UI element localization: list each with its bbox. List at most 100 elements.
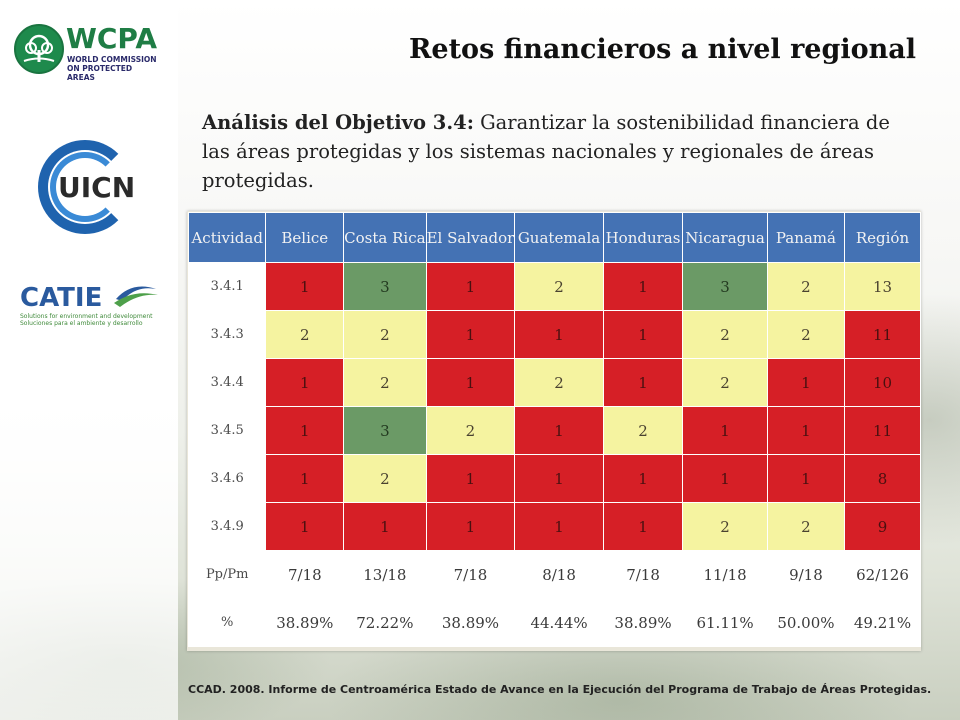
table-cell: 7/18 bbox=[425, 550, 516, 599]
column-header: El Salvador bbox=[425, 212, 516, 263]
table-cell: 61.11% bbox=[682, 598, 768, 647]
table-header-row: Actividad Belice Costa Rica El Salvador Guat… bbox=[187, 212, 921, 263]
catie-name: CATIE bbox=[20, 283, 103, 313]
table-cell: 2 bbox=[343, 358, 427, 407]
table-cell: 2 bbox=[766, 310, 846, 359]
swoosh-icon bbox=[114, 286, 158, 307]
table-cell: 1 bbox=[602, 502, 684, 551]
table-cell: 1 bbox=[514, 406, 604, 455]
results-table: Actividad Belice Costa Rica El Salvador Guat… bbox=[187, 212, 921, 647]
table-cell: 50.00% bbox=[766, 598, 846, 647]
table-cell: 13/18 bbox=[343, 550, 427, 599]
objective-description: Análisis del Objetivo 3.4: Garantizar la… bbox=[202, 108, 922, 195]
table-cell: 11 bbox=[844, 406, 921, 455]
table-cell: 11/18 bbox=[682, 550, 768, 599]
table-cell: 1 bbox=[602, 358, 684, 407]
table-cell: 8/18 bbox=[514, 550, 604, 599]
uicn-logo: UICN bbox=[38, 140, 148, 234]
table-cell: 2 bbox=[514, 358, 604, 407]
table-row: Pp/Pm 7/18 13/18 7/18 8/18 7/18 11/18 9/18 62/12… bbox=[187, 550, 921, 599]
table-cell: 1 bbox=[425, 310, 516, 359]
table-cell: 38.89% bbox=[602, 598, 684, 647]
objective-text: Garantizar la sostenibilidad financiera … bbox=[202, 111, 890, 192]
results-table-panel: Actividad Belice Costa Rica El Salvador Guat… bbox=[187, 211, 921, 651]
activity-label: 3.4.5 bbox=[187, 406, 267, 455]
table-cell: 1 bbox=[425, 358, 516, 407]
table-cell: 3 bbox=[682, 262, 768, 311]
table-cell: 7/18 bbox=[602, 550, 684, 599]
table-cell: 2 bbox=[766, 502, 846, 551]
table-cell: 1 bbox=[425, 502, 516, 551]
table-cell: 38.89% bbox=[425, 598, 516, 647]
table-cell: 1 bbox=[265, 406, 345, 455]
catie-line2: Soluciones para el ambiente y desarrollo bbox=[20, 320, 143, 327]
logo-sidebar: WCPA WORLD COMMISSION ON PROTECTED AREAS… bbox=[0, 0, 178, 720]
column-header: Nicaragua bbox=[682, 212, 768, 263]
column-header: Honduras bbox=[602, 212, 684, 263]
table-cell: 1 bbox=[602, 454, 684, 503]
table-cell: 1 bbox=[514, 502, 604, 551]
activity-label: Pp/Pm bbox=[187, 550, 267, 599]
table-cell: 7/18 bbox=[265, 550, 345, 599]
table-cell: 1 bbox=[682, 454, 768, 503]
catie-line1: Solutions for environment and developmen… bbox=[20, 313, 153, 320]
table-cell: 1 bbox=[766, 358, 846, 407]
table-cell: 2 bbox=[265, 310, 345, 359]
table-cell: 1 bbox=[425, 262, 516, 311]
table-cell: 11 bbox=[844, 310, 921, 359]
table-cell: 2 bbox=[682, 502, 768, 551]
activity-label: 3.4.6 bbox=[187, 454, 267, 503]
table-cell: 1 bbox=[602, 310, 684, 359]
column-header: Belice bbox=[265, 212, 345, 263]
table-cell: 2 bbox=[514, 262, 604, 311]
ring-emblem-icon bbox=[38, 140, 132, 234]
table-row: 3.4.6 1 2 1 1 1 1 1 8 bbox=[187, 454, 921, 503]
uicn-name: UICN bbox=[58, 171, 136, 204]
table-cell: 2 bbox=[425, 406, 516, 455]
table-cell: 1 bbox=[343, 502, 427, 551]
table-cell: 2 bbox=[766, 262, 846, 311]
table-cell: 1 bbox=[265, 454, 345, 503]
table-cell: 1 bbox=[766, 406, 846, 455]
column-header: Región bbox=[844, 212, 921, 263]
table-cell: 2 bbox=[682, 358, 768, 407]
activity-label: 3.4.9 bbox=[187, 502, 267, 551]
activity-label: 3.4.3 bbox=[187, 310, 267, 359]
slide-title: Retos financieros a nivel regional bbox=[408, 34, 916, 65]
table-cell: 10 bbox=[844, 358, 921, 407]
column-header: Actividad bbox=[187, 212, 267, 263]
objective-lead: Análisis del Objetivo 3.4: bbox=[202, 111, 474, 134]
table-row: 3.4.5 1 3 2 1 2 1 1 11 bbox=[187, 406, 921, 455]
table-cell: 1 bbox=[766, 454, 846, 503]
table-cell: 2 bbox=[682, 310, 768, 359]
table-cell: 72.22% bbox=[343, 598, 427, 647]
table-cell: 44.44% bbox=[514, 598, 604, 647]
activity-label: % bbox=[187, 598, 267, 647]
table-cell: 13 bbox=[844, 262, 921, 311]
table-cell: 8 bbox=[844, 454, 921, 503]
table-cell: 1 bbox=[602, 262, 684, 311]
wcpa-subtitle: WORLD COMMISSION ON PROTECTED AREAS bbox=[67, 55, 162, 82]
table-cell: 2 bbox=[343, 310, 427, 359]
catie-subtitle: Solutions for environment and developmen… bbox=[20, 313, 153, 327]
table-cell: 1 bbox=[265, 262, 345, 311]
table-row: 3.4.9 1 1 1 1 1 2 2 9 bbox=[187, 502, 921, 551]
wcpa-line1: WORLD COMMISSION bbox=[67, 55, 157, 64]
table-cell: 62/126 bbox=[844, 550, 921, 599]
column-header: Guatemala bbox=[514, 212, 604, 263]
tree-emblem-icon bbox=[14, 24, 64, 74]
table-cell: 1 bbox=[265, 502, 345, 551]
table-cell: 1 bbox=[514, 454, 604, 503]
catie-logo: CATIE Solutions for environment and deve… bbox=[20, 283, 170, 335]
table-row: 3.4.3 2 2 1 1 1 2 2 11 bbox=[187, 310, 921, 359]
table-cell: 2 bbox=[602, 406, 684, 455]
table-row: % 38.89% 72.22% 38.89% 44.44% 38.89% 61.11% 50.… bbox=[187, 598, 921, 647]
wcpa-logo: WCPA WORLD COMMISSION ON PROTECTED AREAS bbox=[12, 22, 162, 82]
table-cell: 1 bbox=[514, 310, 604, 359]
table-cell: 49.21% bbox=[844, 598, 921, 647]
activity-label: 3.4.4 bbox=[187, 358, 267, 407]
table-cell: 9 bbox=[844, 502, 921, 551]
source-citation: CCAD. 2008. Informe de Centroamérica Est… bbox=[188, 683, 932, 696]
table-cell: 3 bbox=[343, 262, 427, 311]
wcpa-name: WCPA bbox=[66, 22, 158, 55]
